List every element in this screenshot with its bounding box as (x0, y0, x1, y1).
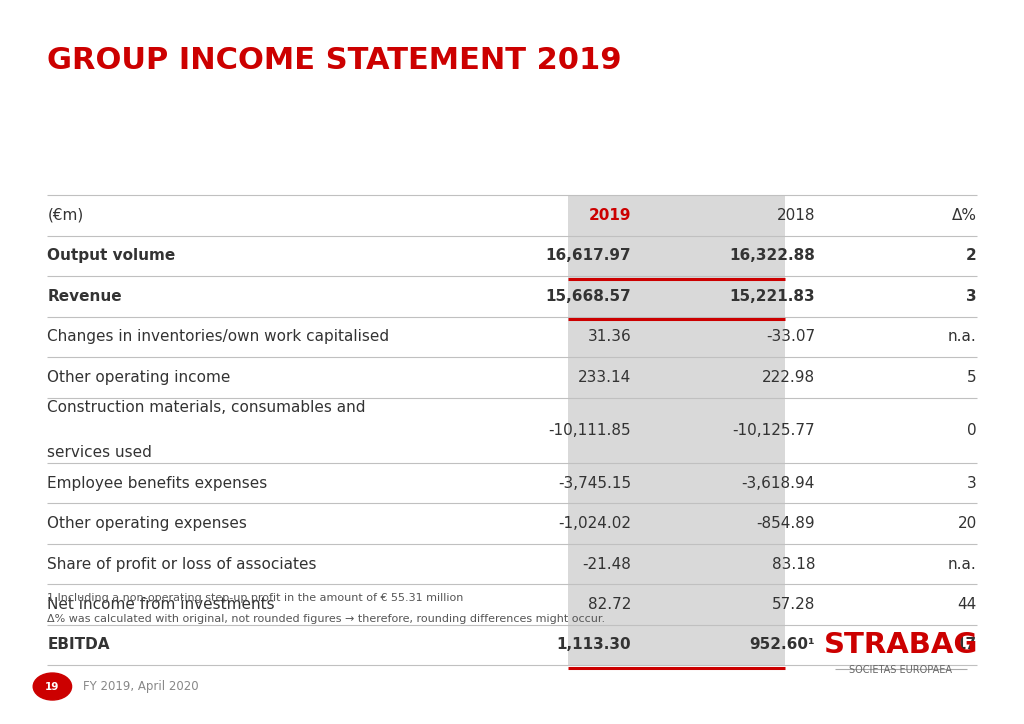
Text: n.a.: n.a. (948, 557, 977, 571)
Text: FY 2019, April 2020: FY 2019, April 2020 (83, 680, 199, 693)
Text: 57.28: 57.28 (772, 597, 815, 612)
Text: (€m): (€m) (47, 208, 84, 223)
Text: -21.48: -21.48 (583, 557, 631, 571)
Text: n.a.: n.a. (948, 329, 977, 345)
Text: 222.98: 222.98 (762, 370, 815, 384)
Text: 952.60¹: 952.60¹ (750, 637, 815, 652)
Text: -10,111.85: -10,111.85 (549, 423, 631, 438)
Text: 16,322.88: 16,322.88 (729, 248, 815, 264)
Text: EBITDA: EBITDA (47, 637, 110, 652)
Text: 16,617.97: 16,617.97 (546, 248, 631, 264)
Text: Output volume: Output volume (47, 248, 175, 264)
Text: Share of profit or loss of associates: Share of profit or loss of associates (47, 557, 316, 571)
Text: -1,024.02: -1,024.02 (558, 516, 631, 531)
Text: 31.36: 31.36 (588, 329, 631, 345)
Text: 3: 3 (966, 289, 977, 304)
Text: 17: 17 (955, 637, 977, 652)
Text: 20: 20 (957, 516, 977, 531)
Text: 3: 3 (967, 476, 977, 491)
Text: 82.72: 82.72 (588, 597, 631, 612)
Text: -10,125.77: -10,125.77 (732, 423, 815, 438)
Text: -3,618.94: -3,618.94 (741, 476, 815, 491)
Text: 2018: 2018 (776, 208, 815, 223)
Text: 19: 19 (45, 681, 59, 691)
Text: 1 Including a non-operating step-up profit in the amount of € 55.31 million: 1 Including a non-operating step-up prof… (47, 593, 464, 603)
Text: STRABAG: STRABAG (823, 631, 978, 659)
Text: 15,221.83: 15,221.83 (729, 289, 815, 304)
Text: 0: 0 (967, 423, 977, 438)
Text: 44: 44 (957, 597, 977, 612)
Bar (567, 195, 784, 665)
Text: Δ% was calculated with original, not rounded figures → therefore, rounding diffe: Δ% was calculated with original, not rou… (47, 614, 605, 624)
Text: 2019: 2019 (589, 208, 631, 223)
Text: Δ%: Δ% (951, 208, 977, 223)
Text: 83.18: 83.18 (771, 557, 815, 571)
Text: 1,113.30: 1,113.30 (557, 637, 631, 652)
Text: SOCIETAS EUROPAEA: SOCIETAS EUROPAEA (849, 665, 952, 675)
Text: Revenue: Revenue (47, 289, 122, 304)
Text: 5: 5 (967, 370, 977, 384)
Text: -854.89: -854.89 (757, 516, 815, 531)
Text: 15,668.57: 15,668.57 (546, 289, 631, 304)
Text: 2: 2 (966, 248, 977, 264)
Text: services used: services used (47, 445, 153, 460)
Text: -3,745.15: -3,745.15 (558, 476, 631, 491)
Circle shape (33, 673, 72, 700)
Text: Employee benefits expenses: Employee benefits expenses (47, 476, 267, 491)
Text: Other operating income: Other operating income (47, 370, 230, 384)
Text: GROUP INCOME STATEMENT 2019: GROUP INCOME STATEMENT 2019 (47, 46, 622, 75)
Text: 233.14: 233.14 (578, 370, 631, 384)
Text: Changes in inventories/own work capitalised: Changes in inventories/own work capitali… (47, 329, 389, 345)
Text: -33.07: -33.07 (766, 329, 815, 345)
Text: Net income from investments: Net income from investments (47, 597, 275, 612)
Text: Other operating expenses: Other operating expenses (47, 516, 247, 531)
Text: Construction materials, consumables and: Construction materials, consumables and (47, 400, 366, 415)
